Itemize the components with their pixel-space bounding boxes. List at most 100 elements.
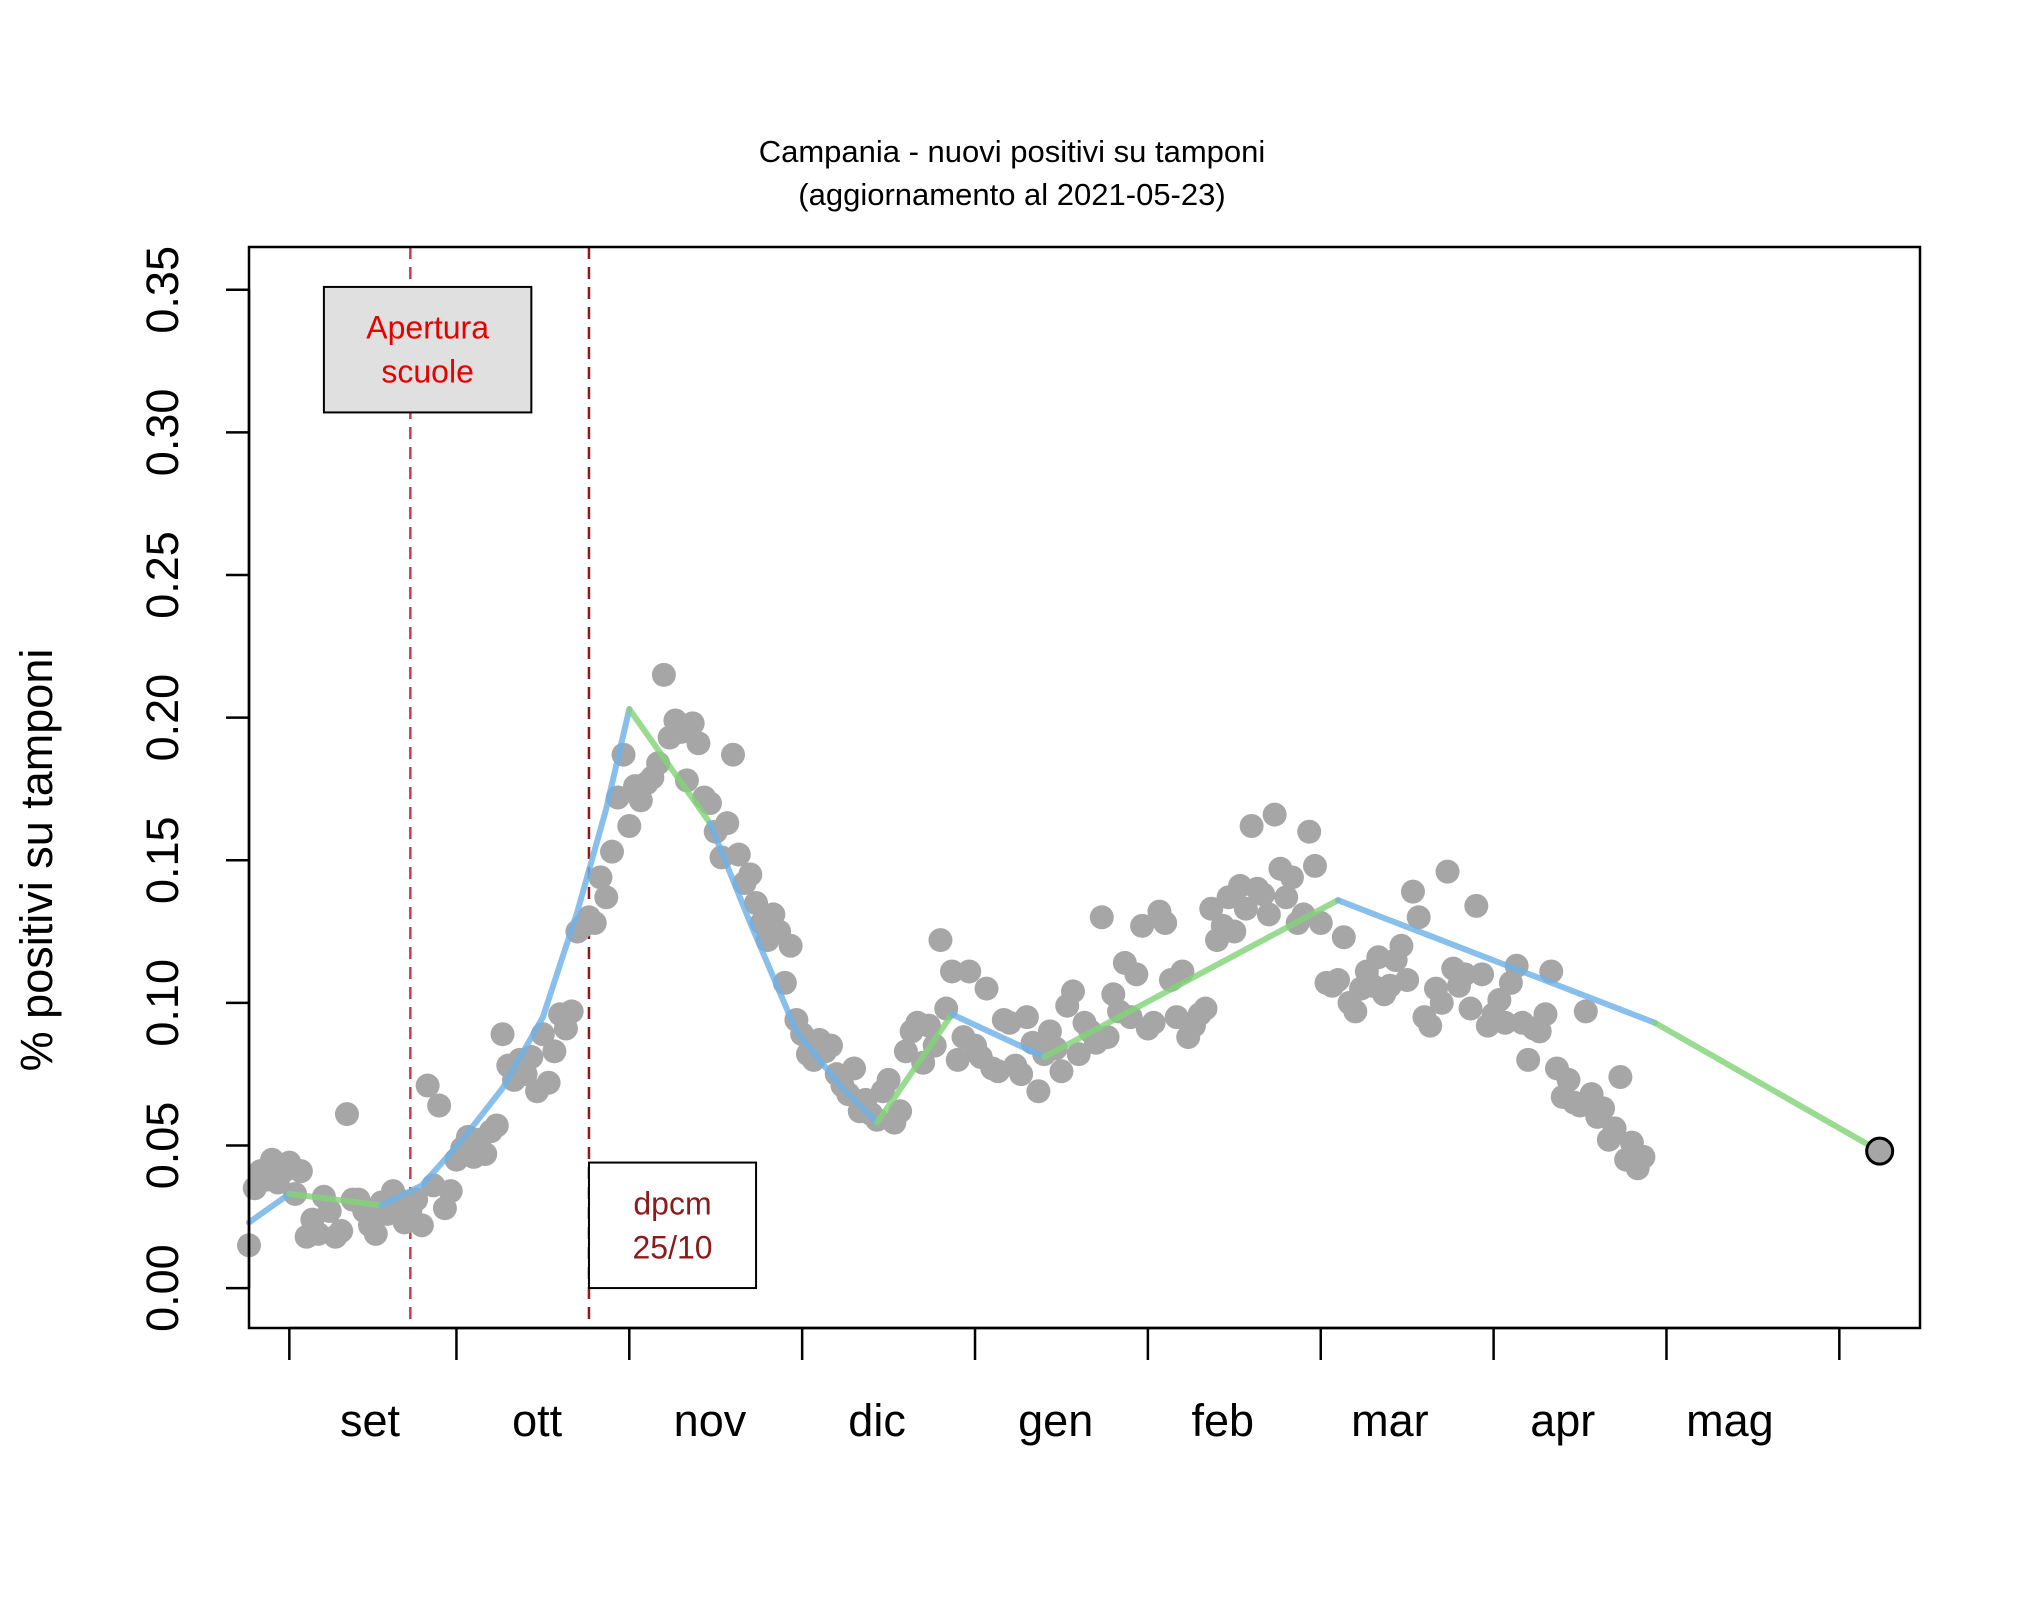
data-point	[1009, 1062, 1034, 1087]
data-point	[928, 928, 953, 953]
data-point	[1014, 1005, 1039, 1030]
data-point	[1395, 968, 1420, 993]
x-month-label: ott	[512, 1395, 563, 1446]
data-point	[1124, 962, 1149, 987]
data-point	[1049, 1059, 1074, 1084]
data-point	[1233, 896, 1258, 921]
data-point	[1556, 1067, 1581, 1092]
data-point	[1493, 1010, 1518, 1035]
data-point	[1153, 910, 1178, 935]
x-month-label: nov	[674, 1395, 747, 1446]
data-point	[1470, 962, 1495, 987]
data-point	[1389, 933, 1414, 958]
data-point	[945, 1047, 970, 1072]
x-month-label: feb	[1192, 1395, 1255, 1446]
trend-segment-5	[874, 1011, 955, 1126]
annotation-text-0-1: scuole	[381, 354, 474, 390]
annotation-text-1-1: 25/10	[632, 1229, 712, 1265]
y-tick-label: 0.35	[137, 246, 188, 334]
data-point	[651, 662, 676, 687]
data-point	[1331, 925, 1356, 950]
data-point	[1193, 996, 1218, 1021]
data-point	[427, 1093, 452, 1118]
data-point	[842, 1056, 867, 1081]
data-point	[594, 885, 619, 910]
data-point	[1026, 1079, 1051, 1104]
last-point-marker	[1865, 1136, 1895, 1166]
data-point	[1095, 1025, 1120, 1050]
data-point	[818, 1033, 843, 1058]
data-point	[1239, 814, 1264, 839]
data-point	[1464, 893, 1489, 918]
data-point	[1060, 979, 1085, 1004]
data-point	[317, 1199, 342, 1224]
y-tick-label: 0.30	[137, 389, 188, 477]
x-month-label: mag	[1686, 1395, 1774, 1446]
data-point	[334, 1102, 359, 1127]
data-point	[1222, 919, 1247, 944]
data-point	[1308, 910, 1333, 935]
annotation-text-0-0: Apertura	[366, 310, 489, 346]
data-point	[1418, 1013, 1443, 1038]
data-point	[876, 1067, 901, 1092]
trend-segment-7	[1041, 897, 1341, 1060]
data-point	[744, 891, 769, 916]
trend-segment-9	[1651, 1019, 1883, 1155]
data-point	[738, 862, 763, 887]
trend-segment-0	[246, 1190, 293, 1226]
data-point	[1262, 802, 1287, 827]
data-point	[588, 865, 613, 890]
data-point	[1141, 1010, 1166, 1035]
y-tick-label: 0.00	[137, 1244, 188, 1332]
annotation-text-1-0: dpcm	[633, 1185, 711, 1221]
data-point	[1302, 853, 1327, 878]
data-points	[237, 662, 1656, 1258]
data-point	[1533, 1002, 1558, 1027]
trend-segment-6	[949, 1011, 1048, 1060]
data-point	[939, 959, 964, 984]
data-point	[363, 1221, 388, 1246]
data-point	[1326, 968, 1351, 993]
x-month-label: gen	[1018, 1395, 1093, 1446]
chart-title: Campania - nuovi positivi su tamponi	[759, 134, 1266, 169]
data-point	[686, 731, 711, 756]
data-point	[1400, 879, 1425, 904]
data-point	[1591, 1096, 1616, 1121]
data-point	[329, 1219, 354, 1244]
trend-segment-3	[626, 706, 713, 827]
y-tick-label: 0.20	[137, 674, 188, 762]
data-point	[1602, 1116, 1627, 1141]
data-point	[1458, 996, 1483, 1021]
chart-subtitle: (aggiornamento al 2021-05-23)	[798, 177, 1225, 212]
data-point	[617, 814, 642, 839]
data-point	[409, 1213, 434, 1238]
data-point	[888, 1099, 913, 1124]
data-point	[1066, 1042, 1091, 1067]
data-point	[1199, 896, 1224, 921]
data-point	[415, 1073, 440, 1098]
trend-segment-2	[378, 706, 633, 1209]
data-point	[893, 1039, 918, 1064]
x-month-label: dic	[848, 1395, 906, 1446]
data-point	[1343, 999, 1368, 1024]
data-point	[1089, 905, 1114, 930]
data-point	[697, 791, 722, 816]
data-point	[582, 910, 607, 935]
data-point	[1406, 905, 1431, 930]
data-point	[680, 711, 705, 736]
trend-segment-4	[707, 820, 881, 1126]
data-point	[559, 999, 584, 1024]
data-point	[1256, 902, 1281, 927]
annotation-box-1	[587, 1161, 758, 1290]
data-point	[974, 976, 999, 1001]
data-point	[721, 742, 746, 767]
data-point	[473, 1142, 498, 1167]
x-month-label: set	[340, 1395, 401, 1446]
data-point	[715, 811, 740, 836]
trend-lines	[246, 706, 1883, 1226]
data-point	[1516, 1047, 1541, 1072]
data-point	[542, 1039, 567, 1064]
data-point	[1435, 859, 1460, 884]
y-axis: 0.00 0.05 0.10 0.15 0.20 0.25 0.30 0.35	[137, 246, 251, 1332]
